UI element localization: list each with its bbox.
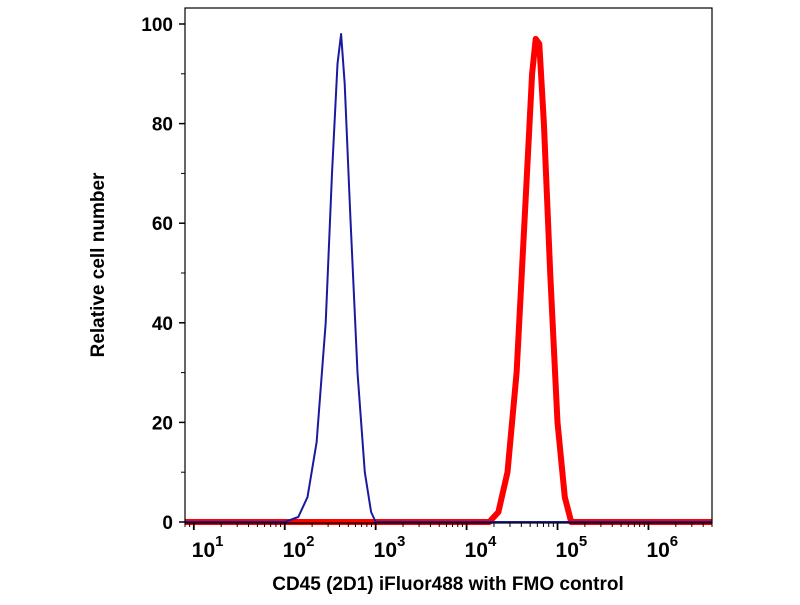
y-tick-label: 40 xyxy=(152,314,173,335)
series-line-0 xyxy=(185,33,712,523)
y-tick-label: 20 xyxy=(152,413,173,434)
y-tick-label: 80 xyxy=(152,115,173,136)
y-tick-label: 0 xyxy=(162,513,173,534)
x-tick-label: 104 xyxy=(465,533,497,562)
x-tick-label: 105 xyxy=(556,533,588,562)
axes-layer: 0 20 40 60 80 100 101 102 103 104 105 106 xyxy=(141,15,713,562)
x-tick-label: 102 xyxy=(283,533,315,562)
plot-frame xyxy=(184,7,713,524)
y-tick-label: 100 xyxy=(141,15,173,36)
series-line-1 xyxy=(185,35,712,525)
y-axis-label: Relative cell number xyxy=(88,172,109,357)
x-tick-label: 101 xyxy=(192,533,224,562)
series-layer xyxy=(185,33,712,525)
x-tick-label: 106 xyxy=(646,533,678,562)
y-tick-label: 60 xyxy=(152,214,173,235)
x-axis-label: CD45 (2D1) iFluor488 with FMO control xyxy=(272,574,624,595)
x-tick-label: 103 xyxy=(374,533,406,562)
